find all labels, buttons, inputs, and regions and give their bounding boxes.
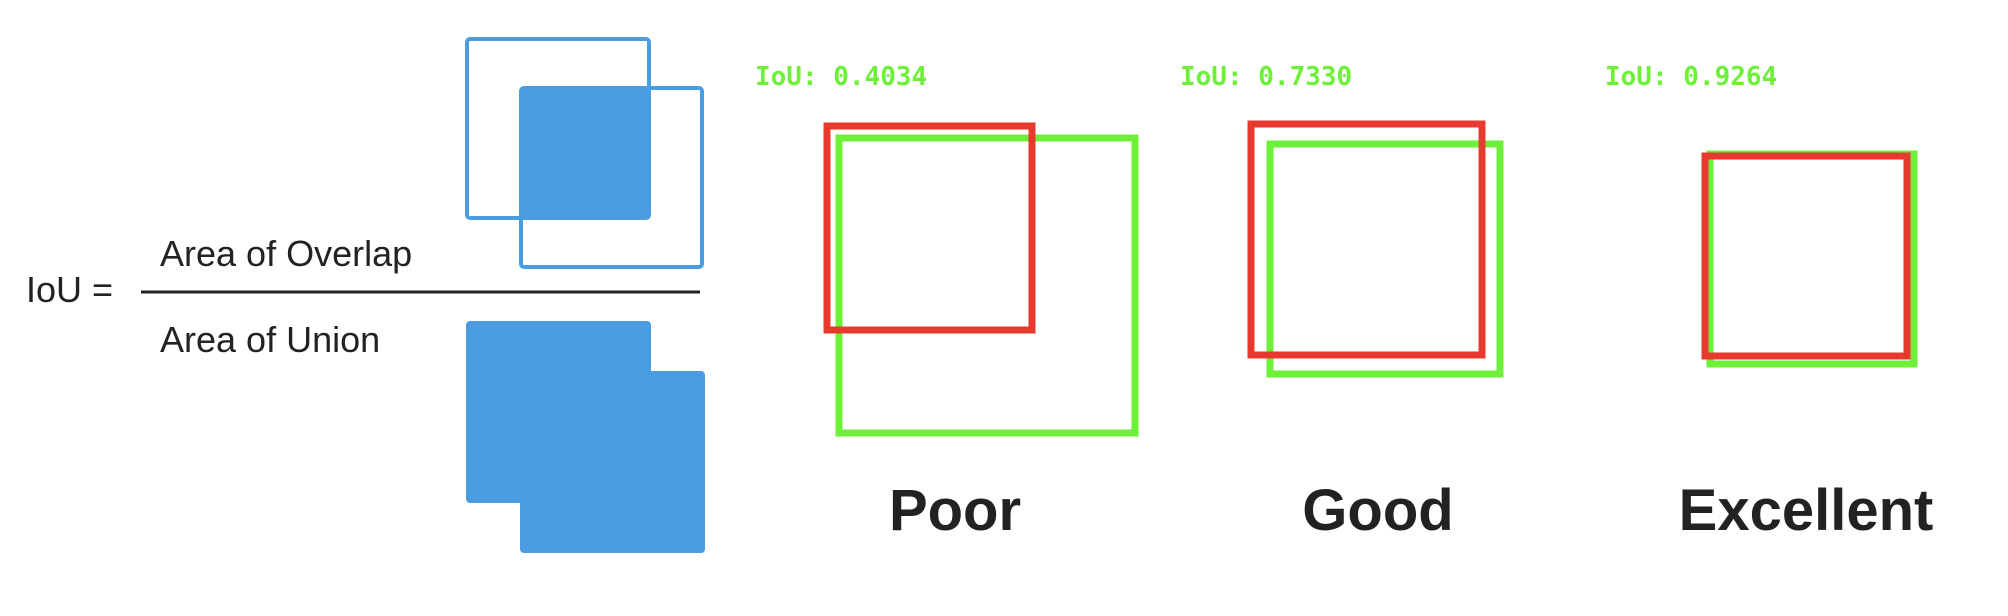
overlap-box-a-outline: [465, 37, 651, 220]
example-good: IoU: 0.7330 Good: [1180, 62, 1504, 543]
prediction-box-poor: [823, 122, 1036, 334]
quality-label-good: Good: [1302, 478, 1453, 543]
prediction-box-excellent: [1701, 152, 1911, 360]
iou-label-good: IoU: 0.7330: [1180, 62, 1352, 92]
iou-label-poor: IoU: 0.4034: [755, 62, 927, 92]
ground-truth-box-poor: [835, 134, 1139, 437]
ground-truth-box-good: [1266, 140, 1504, 378]
formula-denominator: Area of Union: [160, 319, 380, 360]
formula-lhs: IoU =: [26, 269, 113, 310]
overlap-illustration: [465, 37, 704, 269]
prediction-box-good: [1247, 120, 1486, 359]
example-excellent: IoU: 0.9264 Excellent: [1605, 62, 1933, 543]
formula-numerator: Area of Overlap: [160, 233, 412, 274]
overlap-box-b-outline: [519, 86, 704, 269]
ground-truth-box-excellent: [1706, 150, 1918, 368]
example-poor: IoU: 0.4034 Poor: [755, 62, 1139, 543]
iou-label-excellent: IoU: 0.9264: [1605, 62, 1777, 92]
union-box-b: [520, 371, 705, 553]
quality-label-excellent: Excellent: [1679, 478, 1934, 543]
iou-formula: IoU = Area of Overlap Area of Union: [26, 233, 700, 360]
overlap-fill: [521, 88, 649, 218]
union-illustration: [466, 321, 705, 553]
quality-label-poor: Poor: [889, 478, 1021, 543]
